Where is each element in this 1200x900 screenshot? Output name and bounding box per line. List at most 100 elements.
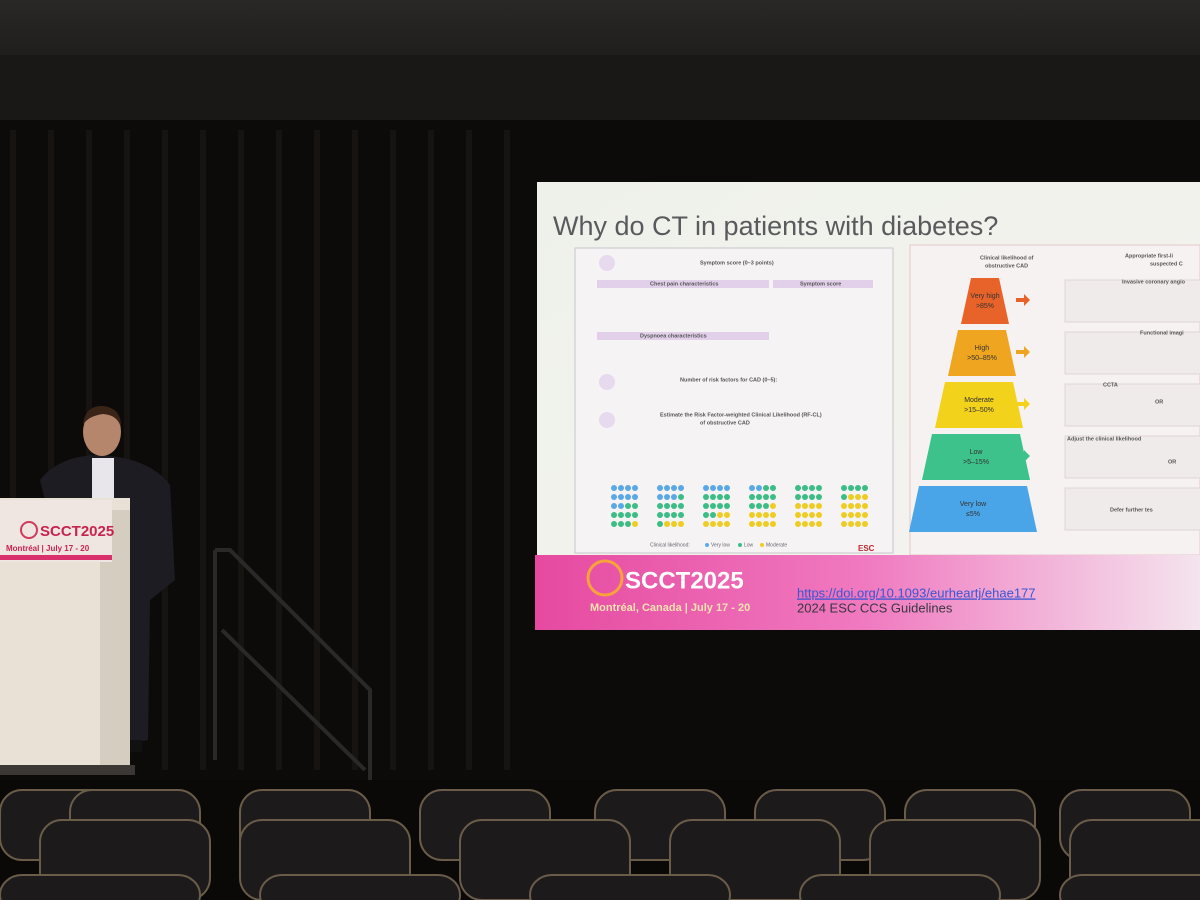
score-dot (855, 485, 861, 491)
score-dot (816, 521, 822, 527)
pyramid: Very high >85% High >50–85% Moderate >15–50% L… (909, 278, 1200, 532)
score-dot (749, 494, 755, 500)
score-dot (841, 503, 847, 509)
score-dot (862, 485, 868, 491)
score-dot (724, 503, 730, 509)
section-bar (773, 280, 873, 288)
fold (314, 130, 320, 770)
score-dot (802, 494, 808, 500)
score-dot (770, 485, 776, 491)
score-dot (710, 503, 716, 509)
chair (0, 874, 201, 900)
score-dot (862, 521, 868, 527)
score-dot (763, 521, 769, 527)
score-dot (625, 494, 631, 500)
score-dot (703, 485, 709, 491)
step-badge (599, 374, 615, 390)
score-dot (763, 494, 769, 500)
fold (200, 130, 206, 770)
level-range: ≤5% (966, 511, 980, 518)
score-dot (611, 503, 617, 509)
score-dot (795, 521, 801, 527)
score-dot (611, 485, 617, 491)
score-dot (749, 512, 755, 518)
level-range: >5–15% (963, 459, 989, 466)
score-dot (855, 521, 861, 527)
arrow (1016, 450, 1030, 462)
pyramid-heading: Clinical likelihood of (980, 255, 1034, 261)
doi-link: https://doi.org/10.1093/eurheartj/ehae17… (797, 585, 1036, 600)
score-dot (770, 521, 776, 527)
score-dot (724, 494, 730, 500)
arrow (1016, 398, 1030, 410)
score-dot (770, 512, 776, 518)
esc-logo: ESC (858, 544, 875, 553)
score-dot (756, 485, 762, 491)
score-dot (632, 494, 638, 500)
podium-stripe (0, 555, 112, 560)
fold (428, 130, 434, 770)
score-dot (678, 485, 684, 491)
score-dot (756, 521, 762, 527)
level-range: >50–85% (967, 355, 997, 362)
score-dot (618, 521, 624, 527)
speaker-shirt (92, 458, 114, 498)
score-dot (809, 521, 815, 527)
score-dot (770, 503, 776, 509)
fold (276, 130, 282, 770)
arrow (1016, 502, 1030, 514)
score-dot (664, 503, 670, 509)
score-dot (724, 521, 730, 527)
score-dot (809, 485, 815, 491)
test-label: Adjust the clinical likelihood (1067, 436, 1141, 442)
score-dot (809, 503, 815, 509)
score-dot (717, 521, 723, 527)
score-dot (632, 485, 638, 491)
score-dot (795, 485, 801, 491)
score-dot (618, 494, 624, 500)
test-box (1064, 487, 1200, 531)
score-dot (618, 503, 624, 509)
score-dot (848, 512, 854, 518)
tests-heading: suspected C (1150, 261, 1183, 267)
legend-dot (738, 543, 742, 547)
score-dot (795, 494, 801, 500)
pyramid-heading: obstructive CAD (985, 263, 1028, 269)
podium-sign (0, 500, 112, 562)
score-dot (632, 521, 638, 527)
score-dot (841, 494, 847, 500)
chair (529, 874, 731, 900)
score-dot (770, 494, 776, 500)
score-dot (848, 521, 854, 527)
legend-title: Clinical likelihood: (650, 542, 690, 548)
section-bar (597, 332, 769, 340)
level-label: Moderate (964, 397, 994, 404)
score-dot (664, 494, 670, 500)
score-dot (671, 512, 677, 518)
score-dot (678, 521, 684, 527)
score-dot (710, 521, 716, 527)
score-dot (657, 485, 663, 491)
pyramid-level (909, 486, 1037, 532)
score-dot (816, 503, 822, 509)
speaker-head (83, 408, 121, 456)
podium-brand: SCCT2025 (40, 523, 114, 540)
step-badge (599, 255, 615, 271)
score-dot (816, 494, 822, 500)
footer-place: Montréal, Canada | July 17 - 20 (590, 602, 750, 614)
score-dot (625, 521, 631, 527)
score-dot (855, 512, 861, 518)
score-dot (710, 485, 716, 491)
score-dot (618, 512, 624, 518)
pyramid-level (935, 382, 1023, 428)
level-range: >15–50% (964, 407, 994, 414)
stair-railing (213, 548, 372, 780)
fold (124, 130, 130, 770)
legend-label: Very low (711, 542, 730, 548)
score-dot (657, 503, 663, 509)
score-dot (848, 494, 854, 500)
section-heading: Symptom score (800, 281, 841, 287)
score-dot (657, 521, 663, 527)
level-label: Very high (970, 293, 999, 300)
